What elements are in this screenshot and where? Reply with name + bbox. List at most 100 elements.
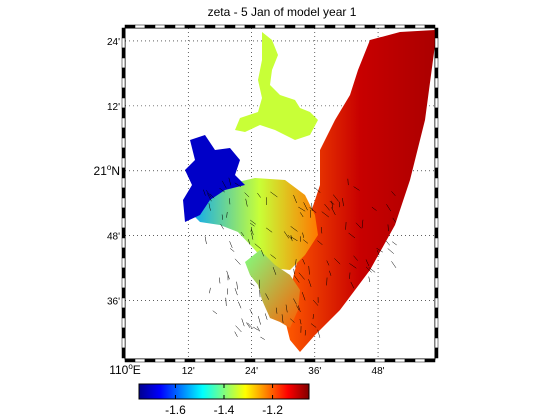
border-segment: [374, 24, 386, 29]
border-segment: [364, 24, 376, 29]
vector-arrow: [266, 227, 273, 233]
vector-arrow: [251, 229, 254, 235]
border-segment: [434, 237, 439, 249]
border-segment: [204, 24, 216, 29]
border-segment: [314, 358, 326, 363]
vector-arrow: [361, 219, 364, 229]
vector-arrow: [296, 305, 300, 311]
vector-arrow: [298, 206, 306, 212]
vector-arrow: [368, 267, 376, 273]
vector-arrow: [293, 268, 295, 275]
vector-arrow: [208, 203, 211, 211]
vector-arrow: [302, 232, 304, 238]
border-segment: [294, 358, 306, 363]
border-segment: [264, 24, 276, 29]
map-border: [121, 24, 439, 363]
open-sea-region: [285, 30, 435, 352]
vector-arrow: [329, 270, 332, 276]
vector-arrow: [334, 258, 341, 265]
vector-arrow: [246, 322, 251, 329]
border-segment: [121, 97, 126, 109]
border-segment: [434, 97, 439, 109]
border-segment: [164, 24, 176, 29]
border-segment: [434, 147, 439, 159]
border-segment: [121, 337, 126, 349]
vector-arrow: [326, 260, 330, 266]
vector-arrow: [205, 189, 212, 198]
border-segment: [121, 67, 126, 79]
chart-title: zeta - 5 Jan of model year 1: [208, 5, 357, 19]
border-segment: [434, 337, 439, 349]
border-segment: [121, 277, 126, 289]
colorbar-ticks: -1.6 -1.4 -1.2: [165, 384, 283, 417]
border-segment: [121, 307, 126, 319]
border-segment: [121, 157, 126, 169]
vector-arrow: [270, 191, 278, 198]
vector-arrow: [365, 259, 370, 267]
border-segment: [354, 358, 366, 363]
border-segment: [144, 24, 156, 29]
border-segment: [254, 24, 266, 29]
vector-arrow: [368, 276, 371, 283]
vector-arrow: [234, 182, 242, 188]
vector-arrow: [321, 211, 330, 218]
border-segment: [194, 24, 206, 29]
border-segment: [121, 197, 126, 209]
border-segment: [434, 47, 439, 59]
border-segment: [434, 277, 439, 289]
vector-arrow: [302, 258, 306, 265]
vector-arrow: [234, 331, 238, 337]
vector-arrow: [285, 304, 288, 313]
border-segment: [194, 358, 206, 363]
vector-arrow: [272, 266, 277, 275]
vector-arrow: [331, 207, 336, 216]
border-segment: [274, 358, 286, 363]
border-segment: [414, 358, 426, 363]
border-segment: [424, 358, 436, 363]
border-segment: [434, 87, 439, 99]
vector-arrow: [317, 329, 321, 338]
border-segment: [154, 24, 166, 29]
border-segment: [434, 127, 439, 139]
vector-arrow: [392, 217, 396, 223]
border-segment: [434, 227, 439, 239]
lat-tick-label: 12': [107, 102, 120, 113]
vector-arrow: [275, 307, 278, 314]
lat-tick-label: 24': [107, 37, 120, 48]
border-segment: [324, 358, 336, 363]
border-segment: [224, 24, 236, 29]
border-segment: [124, 24, 136, 29]
border-segment: [121, 117, 126, 129]
vector-arrow: [308, 279, 312, 287]
border-segment: [184, 24, 196, 29]
vector-arrow: [229, 248, 235, 252]
border-segment: [234, 358, 246, 363]
border-segment: [121, 347, 126, 359]
south-channel-region: [245, 250, 300, 328]
vector-arrow: [241, 318, 245, 327]
border-segment: [434, 37, 439, 49]
border-segment: [434, 137, 439, 149]
vector-arrow: [253, 326, 259, 331]
border-segment: [121, 147, 126, 159]
border-segment: [394, 358, 406, 363]
vector-arrow: [355, 222, 362, 229]
colorbar-tick-label: -1.4: [214, 403, 235, 417]
vector-arrow: [248, 239, 251, 245]
border-segment: [364, 358, 376, 363]
vector-arrow: [297, 305, 301, 312]
colorbar-tick-label: -1.6: [165, 403, 186, 417]
border-segment: [284, 358, 296, 363]
border-segment: [304, 358, 316, 363]
vector-arrow: [238, 301, 242, 309]
vector-arrow: [207, 193, 212, 202]
vector-arrow: [209, 287, 211, 294]
vector-arrow: [244, 192, 250, 198]
border-segment: [314, 24, 326, 29]
border-segment: [121, 297, 126, 309]
border-segment: [434, 347, 439, 359]
border-segment: [174, 358, 186, 363]
border-segment: [214, 358, 226, 363]
vector-arrow: [236, 281, 238, 290]
vector-arrow: [376, 247, 383, 253]
